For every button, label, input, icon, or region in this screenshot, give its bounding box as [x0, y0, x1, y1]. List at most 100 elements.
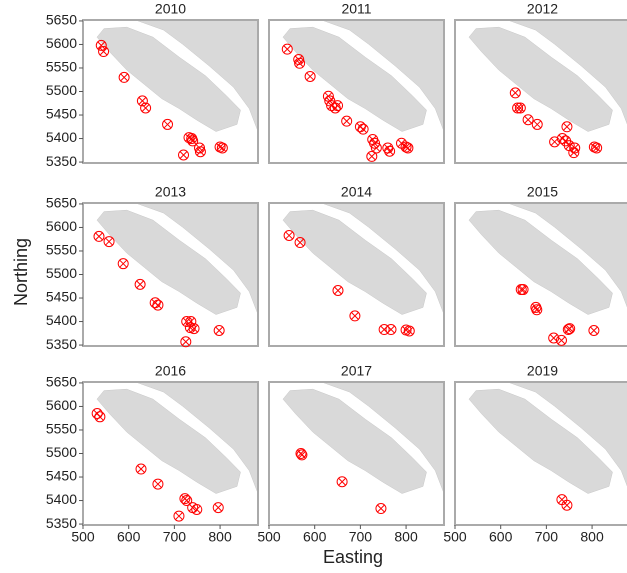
- point: [191, 503, 203, 515]
- point: [332, 284, 344, 296]
- y-tick-label: 5400: [46, 129, 77, 145]
- point: [98, 46, 110, 58]
- marker-cross: [387, 325, 395, 334]
- marker-circle: [187, 135, 199, 147]
- point: [296, 449, 308, 461]
- point: [403, 325, 415, 337]
- marker-cross: [351, 312, 359, 320]
- marker-circle: [98, 46, 110, 58]
- marker-cross: [196, 147, 205, 156]
- y-tick-label: 5450: [46, 289, 77, 305]
- y-tick-label: 5350: [46, 515, 77, 531]
- marker-circle: [561, 121, 573, 133]
- marker-cross: [182, 496, 191, 505]
- panel-border: [454, 381, 627, 526]
- point: [531, 304, 543, 316]
- facet-title: 2011: [341, 1, 371, 17]
- point: [375, 503, 387, 515]
- marker-cross: [186, 323, 195, 332]
- marker-circle: [216, 142, 228, 154]
- marker-circle: [179, 493, 191, 505]
- marker-circle: [522, 114, 534, 126]
- marker-circle: [194, 146, 206, 158]
- y-tick-label: 5650: [46, 12, 77, 28]
- land: [282, 388, 427, 494]
- marker-cross: [359, 125, 367, 133]
- marker-cross: [592, 144, 601, 152]
- point: [213, 324, 225, 336]
- marker-cross: [561, 137, 570, 145]
- y-tick-label: 5650: [46, 374, 77, 390]
- marker-cross: [181, 337, 190, 346]
- point: [514, 102, 526, 114]
- marker-circle: [180, 336, 192, 348]
- marker-cross: [154, 301, 162, 309]
- marker-cross: [404, 144, 412, 152]
- marker-cross: [163, 120, 172, 129]
- marker-circle: [135, 463, 147, 475]
- land: [468, 388, 613, 494]
- y-tick-label: 5500: [46, 82, 77, 98]
- y-tick-label: 5600: [46, 218, 77, 234]
- marker-circle: [181, 316, 193, 328]
- x-tick-label: 800: [208, 529, 232, 545]
- y-tick-label: 5550: [46, 59, 77, 75]
- marker-circle: [332, 100, 344, 112]
- marker-cross: [192, 505, 201, 514]
- marker-circle: [140, 102, 152, 114]
- y-tick-label: 5650: [46, 195, 77, 211]
- land: [507, 381, 627, 487]
- marker-circle: [512, 102, 524, 114]
- marker-circle: [103, 236, 115, 248]
- marker-circle: [400, 141, 412, 153]
- land: [468, 26, 613, 132]
- marker-circle: [95, 39, 107, 51]
- marker-circle: [349, 310, 361, 322]
- point: [564, 323, 576, 335]
- marker-circle: [212, 502, 224, 514]
- facet-title: 2017: [341, 363, 372, 379]
- point: [103, 236, 115, 248]
- marker-circle: [191, 503, 203, 515]
- marker-cross: [532, 305, 541, 314]
- marker-circle: [283, 229, 295, 241]
- point: [561, 121, 573, 133]
- marker-circle: [213, 324, 225, 336]
- x-tick-label: 700: [349, 529, 373, 545]
- marker-cross: [218, 144, 227, 152]
- marker-cross: [513, 104, 522, 112]
- marker-circle: [294, 57, 306, 69]
- marker-cross: [338, 477, 346, 486]
- marker-cross: [533, 120, 542, 129]
- point: [568, 147, 580, 159]
- marker-circle: [375, 503, 387, 515]
- marker-circle: [385, 324, 397, 336]
- marker-cross: [565, 324, 574, 333]
- marker-cross: [137, 465, 145, 473]
- marker-circle: [93, 230, 105, 242]
- point: [93, 230, 105, 242]
- marker-cross: [105, 237, 113, 246]
- point: [385, 324, 397, 336]
- point: [134, 278, 146, 290]
- marker-cross: [563, 501, 571, 510]
- point: [212, 502, 224, 514]
- marker-cross: [119, 259, 128, 268]
- point: [216, 142, 228, 154]
- point: [162, 118, 174, 130]
- point: [304, 70, 316, 82]
- marker-cross: [179, 151, 188, 159]
- marker-circle: [403, 325, 415, 337]
- marker-circle: [152, 299, 164, 311]
- marker-cross: [99, 47, 108, 56]
- marker-circle: [173, 510, 185, 522]
- point: [184, 322, 196, 334]
- marker-cross: [377, 504, 385, 513]
- marker-cross: [334, 286, 342, 295]
- point: [512, 102, 524, 114]
- land: [282, 26, 427, 132]
- marker-cross: [557, 336, 566, 345]
- marker-circle: [517, 284, 529, 296]
- y-tick-label: 5600: [46, 35, 77, 51]
- point: [281, 43, 293, 55]
